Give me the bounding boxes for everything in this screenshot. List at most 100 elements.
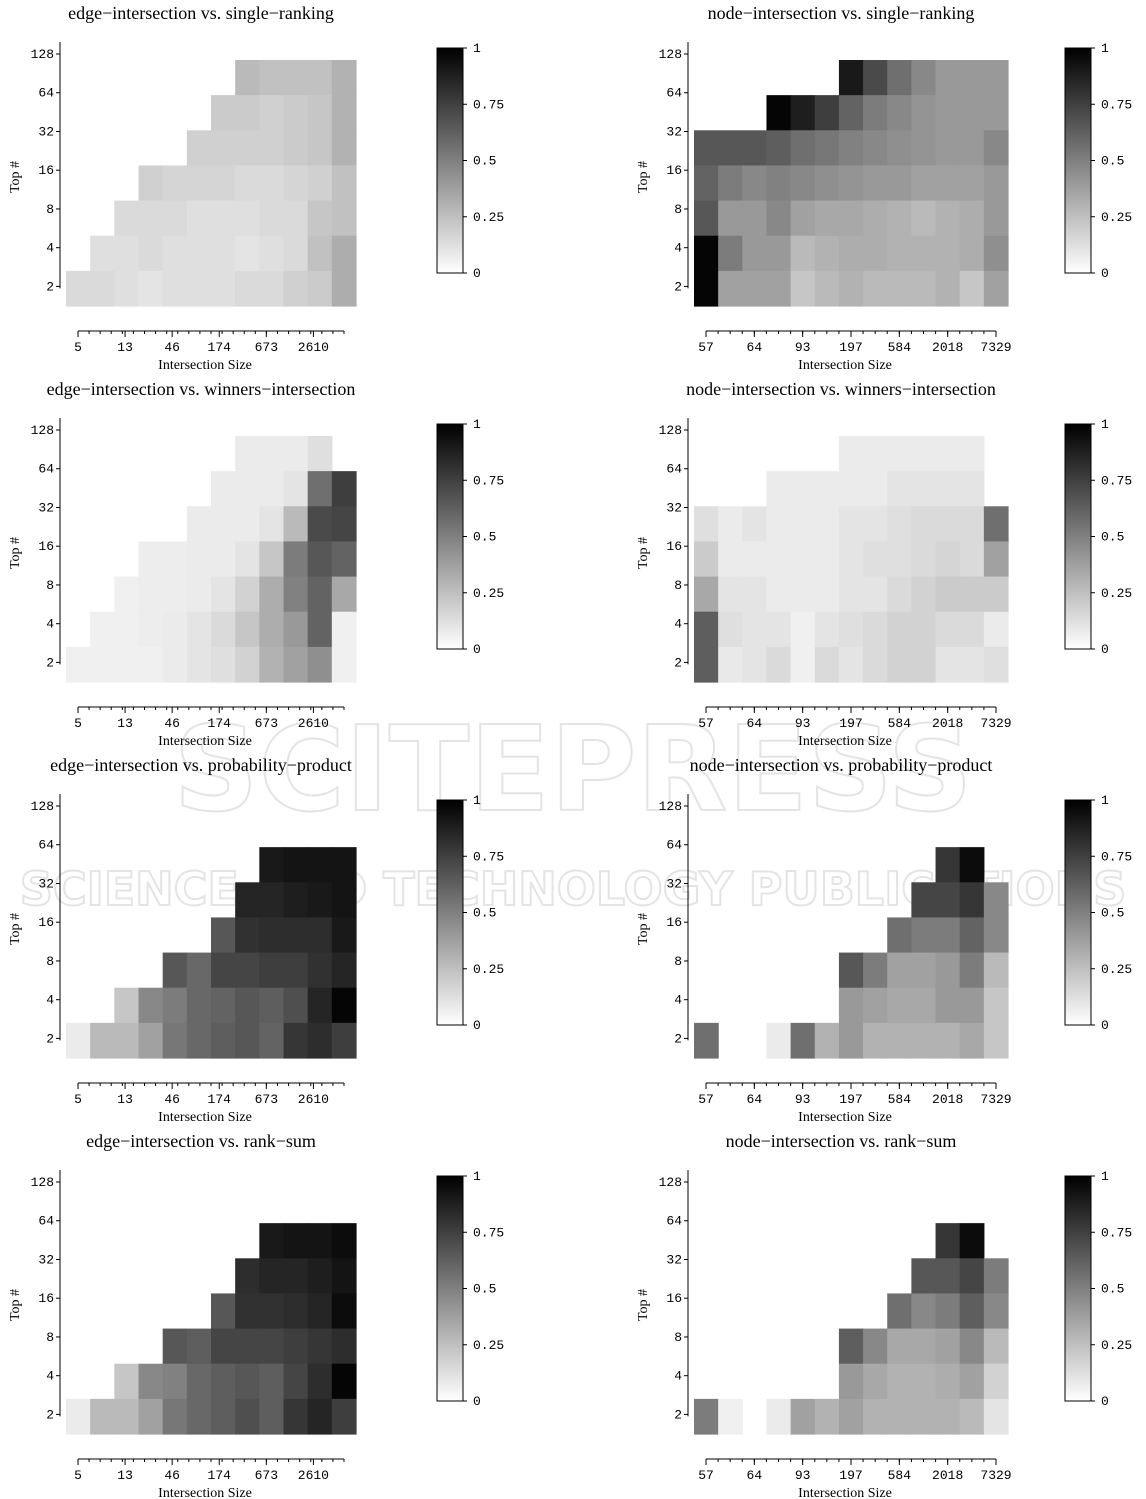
- heatmap-cell: [814, 471, 840, 507]
- heatmap-cell: [307, 436, 333, 472]
- heatmap-cell: [935, 576, 961, 613]
- panel-title: node−intersection vs. rank−sum: [726, 1131, 957, 1151]
- heatmap-cell: [307, 952, 333, 989]
- heatmap-cell: [814, 130, 840, 167]
- x-tick-label: 46: [164, 716, 180, 731]
- heatmap-cell: [838, 1328, 864, 1365]
- y-tick-label: 64: [666, 838, 682, 853]
- heatmap-cell: [863, 130, 888, 167]
- colorbar-tick-label: 1: [1101, 41, 1109, 56]
- heatmap-cell: [790, 506, 816, 543]
- x-tick-label: 7329: [980, 1468, 1011, 1483]
- colorbar-tick-label: 1: [1101, 1169, 1109, 1184]
- heatmap-panel-6: node−intersection vs. probability−produc…: [636, 755, 1132, 1125]
- heatmap-cell: [331, 1258, 357, 1295]
- colorbar-tick-label: 0: [1101, 1018, 1109, 1033]
- panel-title: node−intersection vs. winners−intersecti…: [686, 379, 996, 399]
- heatmap-cell: [235, 882, 260, 919]
- heatmap-cell: [983, 882, 1009, 919]
- y-tick-label: 32: [666, 1252, 682, 1267]
- heatmap-cell: [331, 576, 357, 613]
- heatmap-cell: [983, 1022, 1009, 1059]
- heatmap-cell: [211, 576, 236, 613]
- heatmap-cell: [718, 506, 743, 543]
- heatmap-cell: [694, 165, 719, 202]
- heatmap-cell: [838, 952, 864, 989]
- y-axis-label: Top #: [636, 913, 651, 945]
- heatmap-cell: [138, 270, 164, 307]
- heatmap-cell: [186, 987, 212, 1024]
- heatmap-cell: [694, 506, 719, 543]
- heatmap-cell: [283, 987, 309, 1024]
- x-tick-label: 673: [255, 716, 278, 731]
- y-tick-label: 4: [674, 617, 682, 632]
- x-tick-label: 584: [888, 340, 912, 355]
- heatmap-cell: [259, 270, 285, 307]
- heatmap-cell: [211, 471, 236, 507]
- heatmap-cell: [887, 1022, 912, 1059]
- heatmap-cell: [186, 541, 212, 578]
- y-tick-label: 4: [46, 993, 54, 1008]
- heatmap-cell: [983, 646, 1009, 683]
- heatmap-cell: [138, 646, 164, 683]
- heatmap-cell: [718, 646, 743, 683]
- heatmap-cell: [766, 506, 792, 543]
- heatmap-cell: [983, 541, 1009, 578]
- heatmap-cell: [283, 847, 309, 883]
- x-tick-label: 2018: [932, 340, 963, 355]
- heatmap-cell: [790, 270, 816, 307]
- y-tick-label: 4: [46, 617, 54, 632]
- y-tick-label: 4: [46, 241, 54, 256]
- heatmap-cell: [235, 130, 260, 167]
- y-tick-label: 32: [38, 124, 54, 139]
- x-tick-label: 93: [795, 1092, 811, 1107]
- heatmap-cell: [90, 611, 115, 648]
- colorbar-gradient: [1064, 799, 1092, 1026]
- heatmap-cell: [211, 1328, 236, 1365]
- heatmap-cell: [911, 1363, 937, 1400]
- colorbar-gradient: [436, 799, 464, 1026]
- heatmap-cell: [90, 1398, 115, 1435]
- heatmap-cell: [887, 541, 912, 578]
- heatmap-cell: [259, 1328, 285, 1365]
- heatmap-cell: [838, 270, 864, 307]
- heatmap-cell: [863, 1022, 888, 1059]
- heatmap-cell: [283, 60, 309, 96]
- heatmap-cell: [162, 235, 188, 272]
- heatmap-cell: [283, 506, 309, 543]
- heatmap-cell: [790, 541, 816, 578]
- heatmap-cell: [186, 1363, 212, 1400]
- heatmap-cell: [307, 200, 333, 237]
- heatmap-cell: [235, 917, 260, 954]
- heatmap-cell: [114, 1398, 140, 1435]
- heatmap-cell: [307, 1293, 333, 1330]
- heatmap-cell: [766, 95, 792, 131]
- heatmap-cell: [959, 270, 985, 307]
- heatmap-cell: [259, 1398, 285, 1435]
- heatmap-cell: [911, 165, 937, 202]
- x-tick-label: 5: [74, 1092, 82, 1107]
- heatmap-cell: [235, 200, 260, 237]
- heatmap-cell: [887, 95, 912, 131]
- colorbar-tick-label: 1: [473, 1169, 481, 1184]
- heatmap-cell: [983, 270, 1009, 307]
- heatmap-cell: [838, 646, 864, 683]
- heatmap-cell: [331, 952, 357, 989]
- heatmap-cell: [114, 270, 140, 307]
- x-tick-label: 584: [888, 716, 912, 731]
- heatmap-cell: [863, 270, 888, 307]
- heatmap-cell: [186, 576, 212, 613]
- colorbar: 0 0.25 0.5 0.75 1: [436, 793, 504, 1033]
- heatmap-cell: [742, 270, 768, 307]
- heatmap-cell: [307, 847, 333, 883]
- x-tick-label: 64: [747, 1468, 763, 1483]
- heatmap-cell: [307, 1328, 333, 1365]
- heatmap-cell: [935, 60, 961, 96]
- heatmap-cell: [235, 1363, 260, 1400]
- heatmap-cell: [814, 1022, 840, 1059]
- heatmap-cell: [694, 270, 719, 307]
- y-tick-label: 32: [666, 500, 682, 515]
- heatmap-cell: [235, 270, 260, 307]
- heatmap-cell: [959, 847, 985, 883]
